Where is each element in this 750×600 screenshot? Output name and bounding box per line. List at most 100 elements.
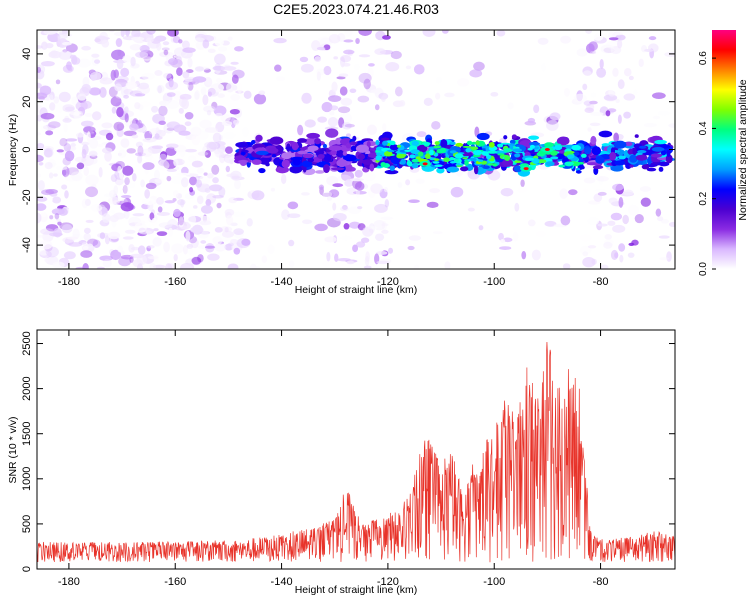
- signal-blob: [454, 158, 459, 163]
- noise-blob: [300, 63, 314, 73]
- noise-blob: [368, 63, 375, 67]
- noise-blob: [181, 40, 190, 49]
- noise-blob: [135, 51, 149, 59]
- signal-blob: [259, 157, 270, 165]
- noise-blob: [123, 183, 129, 195]
- noise-blob: [116, 123, 125, 131]
- signal-blob: [235, 142, 249, 148]
- noise-blob: [132, 213, 145, 217]
- noise-blob: [597, 191, 607, 196]
- noise-blob: [232, 211, 245, 217]
- noise-blob: [179, 93, 192, 101]
- noise-blob: [58, 91, 71, 103]
- noise-blob: [124, 113, 129, 123]
- noise-blob: [500, 187, 514, 197]
- noise-blob: [605, 110, 611, 117]
- noise-blob: [45, 130, 54, 136]
- noise-blob: [141, 56, 153, 61]
- noise-blob: [426, 201, 439, 208]
- noise-blob: [156, 211, 170, 216]
- noise-blob: [195, 66, 210, 71]
- noise-blob: [102, 259, 112, 268]
- noise-blob: [90, 71, 102, 81]
- signal-blob: [314, 137, 321, 145]
- signal-blob: [464, 160, 469, 166]
- noise-blob: [84, 198, 91, 206]
- noise-blob: [55, 79, 61, 85]
- noise-blob: [300, 192, 310, 196]
- noise-blob: [270, 187, 276, 192]
- noise-blob: [207, 253, 220, 261]
- noise-blob: [89, 87, 101, 96]
- noise-blob: [125, 30, 130, 37]
- noise-blob: [490, 91, 499, 97]
- noise-blob: [129, 123, 139, 131]
- noise-blob: [423, 97, 433, 107]
- noise-blob: [43, 148, 53, 158]
- noise-blob: [170, 175, 184, 184]
- noise-blob: [37, 203, 47, 211]
- noise-blob: [323, 65, 332, 76]
- signal-peak-core: [544, 148, 550, 151]
- noise-blob: [358, 54, 371, 58]
- noise-blob: [206, 141, 217, 152]
- noise-blob: [588, 41, 598, 51]
- noise-blob: [207, 173, 214, 179]
- noise-blob: [163, 241, 170, 253]
- noise-blob: [345, 133, 352, 138]
- noise-blob: [563, 87, 571, 97]
- signal-blob: [302, 153, 314, 159]
- noise-blob: [104, 235, 110, 245]
- noise-blob: [496, 30, 506, 37]
- noise-blob: [176, 67, 183, 76]
- y-tick-label: 2500: [21, 331, 33, 355]
- noise-blob: [407, 245, 415, 251]
- signal-blob: [258, 168, 266, 174]
- noise-blob: [126, 46, 137, 51]
- noise-blob: [217, 46, 228, 52]
- noise-blob: [43, 30, 57, 35]
- noise-blob: [141, 72, 155, 80]
- noise-blob: [589, 51, 597, 55]
- signal-blob: [650, 153, 663, 158]
- noise-blob: [326, 175, 339, 186]
- noise-blob: [301, 92, 312, 104]
- noise-blob: [151, 217, 158, 226]
- signal-blob: [455, 142, 464, 147]
- noise-blob: [123, 88, 134, 95]
- noise-blob: [186, 243, 194, 250]
- signal-blob: [297, 138, 308, 143]
- noise-blob: [473, 61, 485, 71]
- signal-blob: [398, 153, 407, 157]
- snr-y-axis-label: SNR (10 * v/v): [7, 416, 19, 483]
- noise-blob: [158, 105, 168, 116]
- signal-blob: [433, 145, 442, 149]
- signal-blob: [635, 154, 648, 161]
- noise-blob: [227, 263, 239, 269]
- noise-blob: [344, 123, 355, 128]
- colorbar-tick-label: 0.6: [698, 51, 709, 65]
- noise-blob: [165, 99, 180, 109]
- noise-blob: [288, 239, 295, 247]
- noise-blob: [655, 208, 662, 217]
- noise-blob: [658, 235, 670, 239]
- noise-blob: [587, 245, 597, 249]
- noise-blob: [156, 197, 164, 205]
- noise-blob: [240, 257, 246, 267]
- signal-blob: [629, 164, 634, 168]
- noise-blob: [131, 36, 145, 41]
- noise-blob: [657, 111, 671, 116]
- noise-blob: [314, 223, 328, 232]
- noise-blob: [610, 212, 623, 221]
- noise-blob: [363, 171, 376, 182]
- noise-blob: [568, 189, 578, 196]
- signal-blob: [342, 151, 348, 156]
- noise-blob: [66, 236, 79, 240]
- noise-blob: [181, 98, 190, 110]
- noise-blob: [304, 119, 316, 128]
- signal-blob: [512, 148, 523, 152]
- noise-blob: [52, 261, 65, 269]
- noise-blob: [367, 67, 374, 79]
- signal-blob: [634, 134, 639, 138]
- noise-blob: [206, 109, 212, 116]
